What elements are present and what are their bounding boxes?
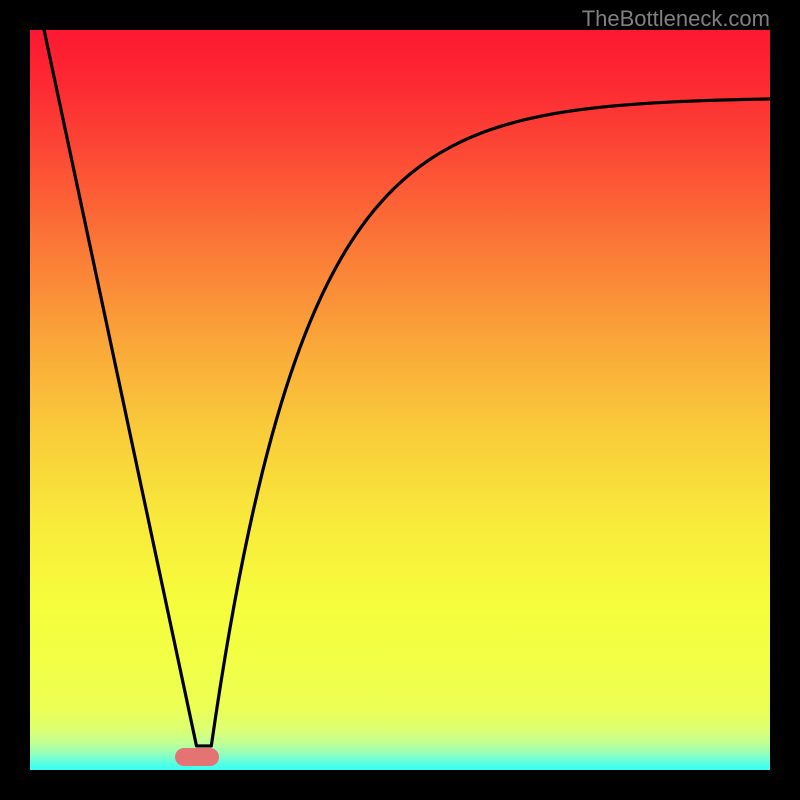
chart-frame: TheBottleneck.com: [0, 0, 800, 800]
gradient-background: [30, 30, 770, 770]
plot-area: [30, 30, 770, 770]
watermark-text: TheBottleneck.com: [582, 6, 770, 32]
